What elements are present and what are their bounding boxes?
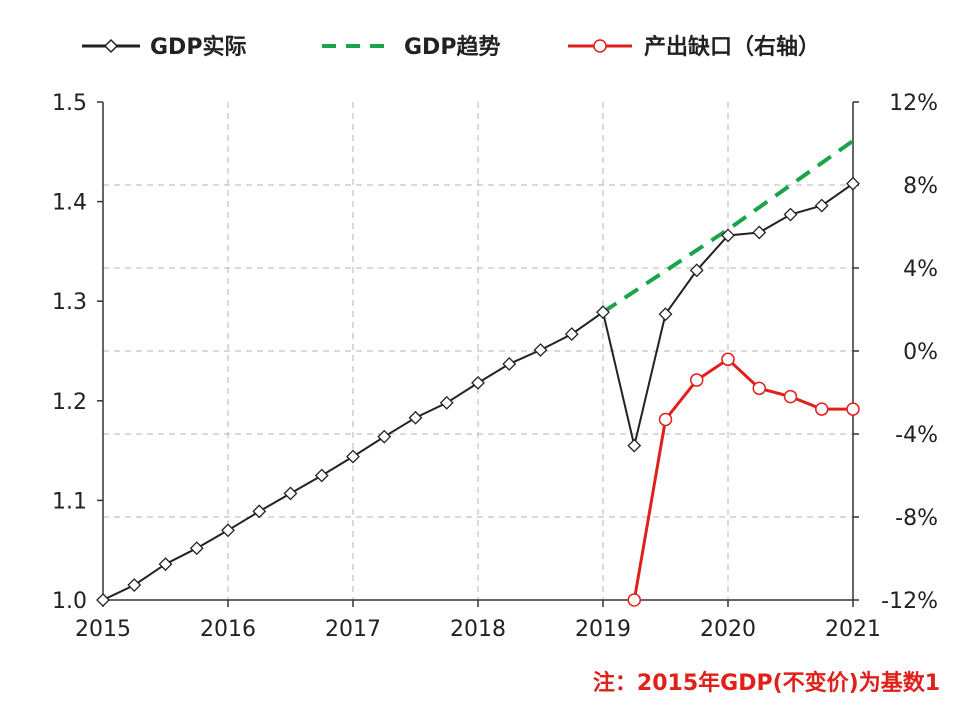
base-note: 注：2015年GDP(不变价)为基数1 — [593, 670, 940, 696]
actual-point — [658, 307, 673, 322]
x-tick-label: 2021 — [825, 617, 881, 642]
x-tick-label: 2019 — [575, 617, 631, 642]
gap-point — [752, 381, 766, 396]
legend-item-gap: 产出缺口（右轴） — [568, 34, 820, 60]
left-tick-label: 1.4 — [52, 191, 87, 216]
right-axis-ticks: 12% 8% 4% 0% -4% -8% -12% — [853, 91, 938, 614]
series-actual — [96, 176, 860, 607]
left-tick-label: 1.5 — [52, 91, 87, 116]
left-tick-label: 1.3 — [52, 290, 87, 315]
left-tick-label: 1.2 — [52, 390, 87, 415]
actual-point — [533, 343, 548, 357]
x-tick-label: 2016 — [200, 617, 256, 642]
gap-point — [658, 412, 673, 427]
actual-point — [377, 429, 392, 444]
right-tick-label: -8% — [895, 506, 938, 531]
x-tick-label: 2017 — [325, 617, 381, 642]
actual-point — [564, 327, 579, 341]
actual-point — [689, 263, 704, 278]
legend-gap-circle-icon — [593, 39, 607, 53]
legend-label-gap: 产出缺口（右轴） — [644, 34, 820, 60]
right-tick-label: -4% — [895, 423, 938, 448]
right-tick-label: 8% — [903, 174, 938, 199]
actual-point — [439, 395, 454, 410]
x-tick-label: 2015 — [75, 617, 131, 642]
actual-point — [783, 207, 798, 222]
gap-line — [632, 357, 853, 601]
legend-actual-diamond-icon — [103, 38, 119, 54]
gap-point — [846, 402, 860, 416]
actual-point — [314, 468, 329, 483]
gap-point — [627, 593, 641, 607]
legend-item-actual: GDP实际 — [82, 34, 246, 60]
legend: GDP实际 GDP趋势 产出缺口（右轴） — [82, 34, 820, 60]
actual-point — [814, 198, 829, 213]
left-tick-label: 1.1 — [52, 489, 87, 514]
legend-label-trend: GDP趋势 — [404, 34, 500, 60]
actual-point — [96, 593, 110, 607]
x-axis-ticks: 2015 2016 2017 2018 2019 2020 2021 — [75, 600, 881, 642]
actual-point — [283, 486, 298, 501]
actual-point — [596, 305, 610, 320]
actual-point — [158, 557, 173, 572]
gap-point — [783, 389, 798, 404]
actual-point — [346, 449, 360, 464]
series-layer — [96, 139, 860, 607]
right-tick-label: 12% — [889, 91, 938, 116]
legend-label-actual: GDP实际 — [150, 34, 246, 60]
gap-point — [690, 373, 704, 387]
actual-point — [221, 523, 235, 538]
x-tick-label: 2018 — [450, 617, 506, 642]
x-tick-label: 2020 — [700, 617, 756, 642]
right-tick-label: 0% — [903, 340, 938, 365]
actual-point — [502, 357, 517, 371]
actual-point — [408, 410, 423, 425]
actual-point — [189, 541, 204, 556]
grid — [103, 102, 853, 600]
legend-item-trend: GDP趋势 — [322, 34, 500, 60]
left-tick-label: 1.0 — [52, 589, 87, 614]
right-tick-label: 4% — [903, 257, 938, 282]
actual-point — [471, 375, 485, 390]
gap-point — [721, 352, 735, 367]
actual-point — [627, 438, 642, 453]
gap-point — [815, 402, 829, 416]
actual-point — [721, 228, 735, 243]
actual-point — [752, 225, 767, 240]
actual-point — [127, 578, 142, 592]
right-tick-label: -12% — [881, 589, 938, 614]
actual-point — [252, 504, 267, 519]
actual-point — [846, 176, 860, 191]
series-gap — [627, 352, 860, 607]
left-axis-ticks: 1.0 1.1 1.2 1.3 1.4 1.5 — [52, 91, 103, 614]
